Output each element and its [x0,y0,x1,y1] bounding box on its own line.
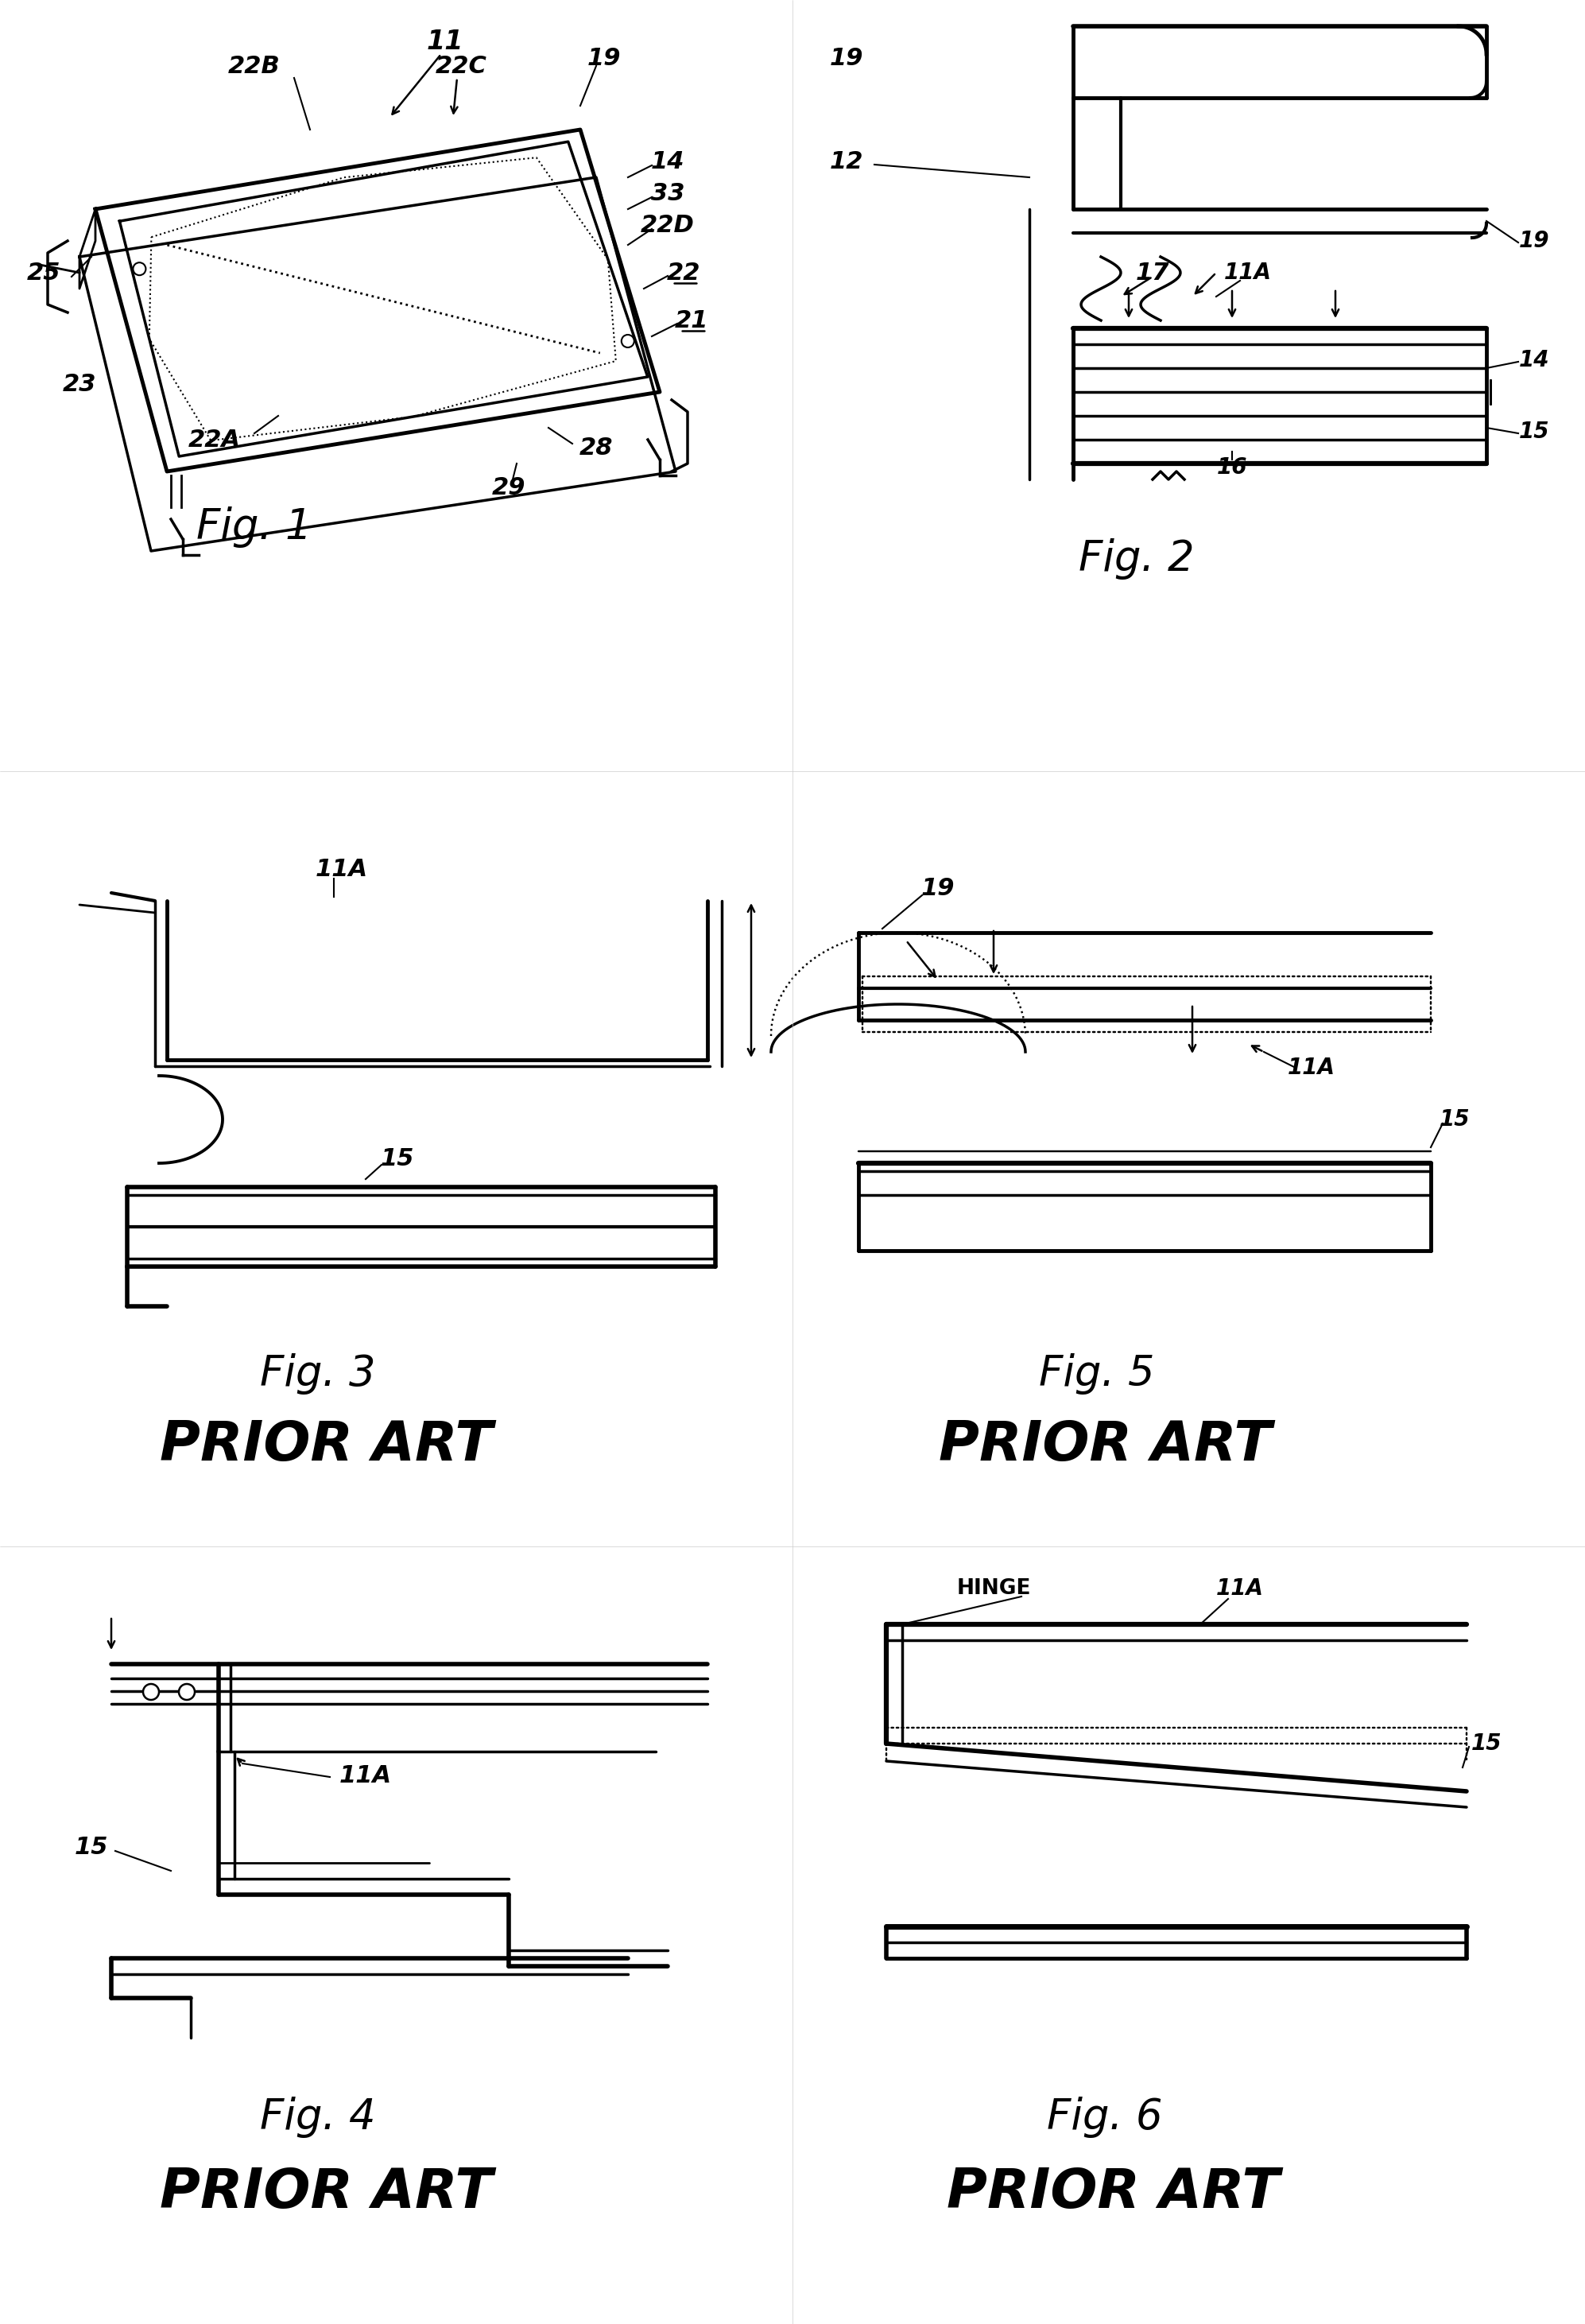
Text: 21: 21 [675,309,708,332]
Text: 11A: 11A [339,1764,391,1787]
Text: 11A: 11A [1216,1578,1263,1599]
Text: 14: 14 [651,149,685,172]
Text: 11: 11 [426,28,464,56]
Text: 16: 16 [1217,456,1247,479]
Text: PRIOR ART: PRIOR ART [946,2166,1279,2219]
Text: 22C: 22C [436,53,487,77]
Text: 19: 19 [586,46,621,70]
Text: 15: 15 [1471,1731,1501,1755]
Text: 28: 28 [579,437,613,460]
Text: Fig. 3: Fig. 3 [260,1353,376,1394]
Text: PRIOR ART: PRIOR ART [938,1420,1271,1471]
Text: 22: 22 [667,260,701,284]
Text: 22D: 22D [640,214,694,237]
Circle shape [143,1685,158,1699]
Text: 19: 19 [1518,230,1550,251]
Text: 11A: 11A [1224,263,1271,284]
Text: Fig. 4: Fig. 4 [260,2096,376,2138]
Text: 15: 15 [74,1836,108,1859]
Text: 29: 29 [491,476,526,500]
Text: HINGE: HINGE [956,1578,1030,1599]
Text: PRIOR ART: PRIOR ART [160,1420,493,1471]
Text: 19: 19 [829,46,864,70]
Text: 12: 12 [829,149,864,172]
Text: 15: 15 [1439,1109,1469,1129]
Text: 22B: 22B [228,53,281,77]
Circle shape [621,335,634,349]
Text: 11A: 11A [1287,1057,1336,1078]
Text: 23: 23 [62,372,97,395]
Text: 11A: 11A [315,858,368,881]
Text: Fig. 6: Fig. 6 [1048,2096,1163,2138]
Circle shape [179,1685,195,1699]
Text: 15: 15 [380,1148,414,1171]
Text: Fig. 2: Fig. 2 [1079,539,1195,579]
Text: 25: 25 [27,260,60,284]
Text: PRIOR ART: PRIOR ART [160,2166,493,2219]
Text: 33: 33 [651,181,685,205]
Text: 15: 15 [1518,421,1550,444]
Text: 17: 17 [1136,260,1170,284]
Text: 19: 19 [921,878,954,899]
Text: Fig. 1: Fig. 1 [197,507,312,548]
Circle shape [133,263,146,274]
Text: 22A: 22A [189,428,241,451]
Text: Fig. 5: Fig. 5 [1040,1353,1155,1394]
Text: 14: 14 [1518,349,1550,372]
